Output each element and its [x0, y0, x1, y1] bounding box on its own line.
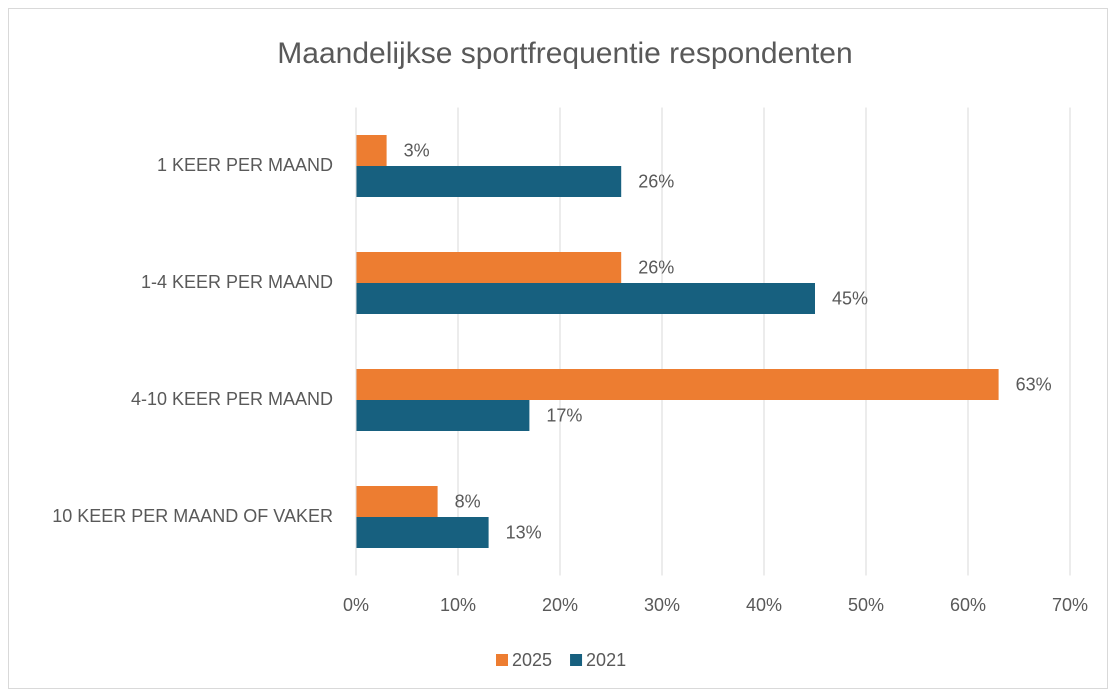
x-tick-label: 30%	[644, 595, 680, 615]
y-tick-label: 1 KEER PER MAAND	[157, 155, 333, 175]
bar	[356, 135, 387, 166]
x-tick-label: 20%	[542, 595, 578, 615]
data-label: 45%	[832, 288, 868, 308]
x-tick-label: 40%	[746, 595, 782, 615]
y-tick-label: 1-4 KEER PER MAAND	[141, 272, 333, 292]
x-tick-label: 10%	[440, 595, 476, 615]
y-tick-label: 4-10 KEER PER MAAND	[131, 389, 333, 409]
bar	[356, 369, 999, 400]
legend-label: 2021	[586, 650, 626, 670]
bar	[356, 486, 438, 517]
data-label: 63%	[1016, 374, 1052, 394]
legend-swatch	[570, 654, 583, 666]
chart-title: Maandelijkse sportfrequentie respondente…	[277, 37, 852, 70]
data-label: 3%	[404, 140, 430, 160]
legend-label: 2025	[512, 650, 552, 670]
data-label: 13%	[506, 522, 542, 542]
bar	[356, 283, 815, 314]
legend-swatch	[496, 654, 508, 666]
x-tick-label: 60%	[950, 595, 986, 615]
data-label: 17%	[546, 405, 582, 425]
x-tick-label: 50%	[848, 595, 884, 615]
data-label: 26%	[638, 257, 674, 277]
data-label: 26%	[638, 171, 674, 191]
bar	[356, 166, 622, 197]
x-tick-label: 0%	[343, 595, 369, 615]
bar	[356, 400, 530, 431]
data-label: 8%	[455, 491, 481, 511]
x-tick-label: 70%	[1052, 595, 1088, 615]
bar	[356, 252, 622, 283]
y-tick-label: 10 KEER PER MAAND OF VAKER	[52, 506, 333, 526]
chart-border	[8, 8, 1108, 689]
bar	[356, 517, 489, 548]
